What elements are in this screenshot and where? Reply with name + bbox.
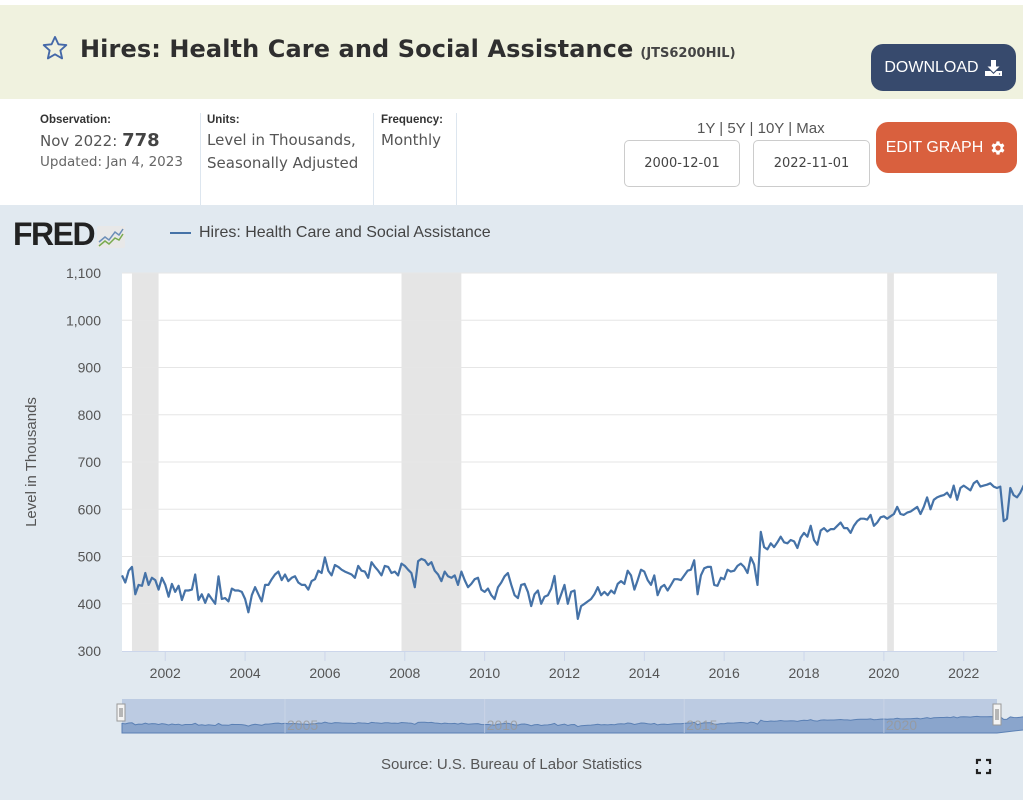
series-meta: Observation: Nov 2022: 778 Updated: Jan … bbox=[0, 100, 1023, 205]
observation-value: Nov 2022: 778 bbox=[40, 129, 183, 153]
navigator-right-handle[interactable] bbox=[992, 703, 1002, 726]
x-tick-label: 2018 bbox=[788, 665, 819, 681]
y-axis-label: Level in Thousands bbox=[23, 397, 40, 527]
frequency-block: Frequency: Monthly bbox=[381, 114, 443, 152]
fred-logo: FRED bbox=[13, 216, 126, 252]
navigator-label: 2010 bbox=[487, 717, 518, 733]
y-tick-label: 600 bbox=[78, 501, 102, 517]
series-header: Hires: Health Care and Social Assistance… bbox=[0, 5, 1023, 99]
units-line-2: Seasonally Adjusted bbox=[207, 154, 359, 172]
divider bbox=[200, 113, 201, 205]
divider bbox=[456, 113, 457, 205]
graph-area: FRED Hires: Health Care and Social Assis… bbox=[0, 205, 1023, 800]
updated-date: Updated: Jan 4, 2023 bbox=[40, 154, 183, 170]
navigator-left-handle[interactable] bbox=[116, 703, 126, 722]
range-separator: | bbox=[784, 120, 797, 137]
fred-chart-icon bbox=[97, 226, 126, 248]
range-separator: | bbox=[715, 120, 728, 137]
x-tick-label: 2016 bbox=[709, 665, 740, 681]
download-button[interactable]: DOWNLOAD bbox=[871, 44, 1016, 91]
navigator-area bbox=[121, 715, 1023, 734]
x-tick-label: 2008 bbox=[389, 665, 420, 681]
range-10y[interactable]: 10Y bbox=[757, 120, 785, 137]
navigator-label: 2015 bbox=[686, 717, 717, 733]
navigator-label: 2005 bbox=[287, 717, 318, 733]
download-icon bbox=[984, 59, 1002, 76]
y-tick-label: 300 bbox=[78, 643, 102, 659]
y-tick-label: 400 bbox=[78, 596, 102, 612]
observation-number: 778 bbox=[122, 130, 160, 151]
range-max[interactable]: Max bbox=[796, 120, 825, 137]
x-axis-ticks: 2002 2004 2006 2008 2010 2012 2014 2016 2018 2020… bbox=[150, 651, 980, 681]
observation-label: Observation: bbox=[40, 114, 111, 126]
x-tick-label: 2012 bbox=[549, 665, 580, 681]
frequency-label: Frequency: bbox=[381, 114, 443, 126]
fred-logo-text: FRED bbox=[13, 216, 96, 252]
gridlines bbox=[122, 272, 997, 652]
gear-icon bbox=[991, 140, 1005, 155]
frequency-value: Monthly bbox=[381, 131, 442, 149]
x-tick-label: 2014 bbox=[629, 665, 660, 681]
download-label: DOWNLOAD bbox=[884, 58, 979, 76]
units-line-1: Level in Thousands, bbox=[207, 131, 356, 149]
x-tick-label: 2020 bbox=[868, 665, 899, 681]
navigator-label: 2020 bbox=[886, 717, 917, 733]
range-5y[interactable]: 5Y bbox=[727, 120, 746, 137]
fullscreen-icon[interactable] bbox=[975, 758, 992, 775]
divider bbox=[373, 113, 374, 205]
x-tick-label: 2002 bbox=[150, 665, 181, 681]
y-tick-label: 500 bbox=[78, 549, 102, 565]
x-tick-label: 2006 bbox=[309, 665, 340, 681]
range-links: 1Y | 5Y | 10Y | Max bbox=[697, 120, 825, 137]
y-tick-label: 700 bbox=[78, 454, 102, 470]
x-tick-label: 2022 bbox=[948, 665, 979, 681]
line-chart: 300 400 500 600 700 800 900 1,000 1,100 2002 2004… bbox=[23, 265, 1023, 734]
y-tick-label: 800 bbox=[78, 407, 102, 423]
edit-graph-button[interactable]: EDIT GRAPH bbox=[876, 122, 1017, 173]
x-tick-label: 2010 bbox=[469, 665, 500, 681]
chart-legend: Hires: Health Care and Social Assistance bbox=[170, 224, 491, 242]
y-tick-label: 1,100 bbox=[66, 265, 101, 281]
range-separator: | bbox=[745, 120, 758, 137]
observation-block: Observation: Nov 2022: 778 Updated: Jan … bbox=[40, 114, 183, 170]
edit-graph-label: EDIT GRAPH bbox=[885, 138, 984, 156]
series-line bbox=[121, 479, 1023, 620]
star-outline-icon[interactable] bbox=[40, 34, 70, 62]
units-label: Units: bbox=[207, 114, 240, 126]
series-title: Hires: Health Care and Social Assistance bbox=[80, 35, 634, 63]
y-axis-ticks: 300 400 500 600 700 800 900 1,000 1,100 bbox=[66, 265, 101, 659]
source-note: Source: U.S. Bureau of Labor Statistics bbox=[381, 756, 642, 773]
units-block: Units: Level in Thousands, Seasonally Ad… bbox=[207, 114, 358, 175]
start-date-input[interactable]: 2000-12-01 bbox=[624, 140, 740, 187]
y-tick-label: 900 bbox=[78, 360, 102, 376]
legend-label: Hires: Health Care and Social Assistance bbox=[199, 224, 491, 241]
navigator-labels: 2005 2010 2015 2020 bbox=[284, 699, 917, 733]
title-row: Hires: Health Care and Social Assistance… bbox=[40, 29, 736, 63]
range-1y[interactable]: 1Y bbox=[697, 120, 716, 137]
observation-period: Nov 2022: bbox=[40, 132, 118, 150]
legend-swatch bbox=[170, 232, 191, 234]
y-tick-label: 1,000 bbox=[66, 312, 101, 328]
end-date-input[interactable]: 2022-11-01 bbox=[753, 140, 870, 187]
series-id: (JTS6200HIL) bbox=[640, 46, 736, 61]
x-tick-label: 2004 bbox=[230, 665, 261, 681]
